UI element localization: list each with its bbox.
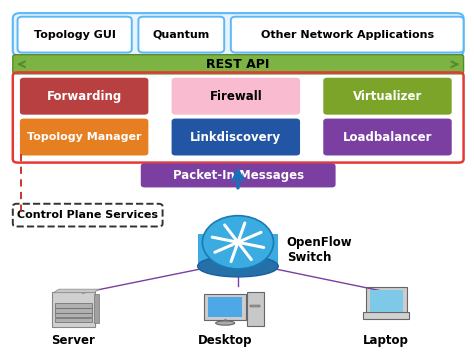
Text: Linkdiscovery: Linkdiscovery [190,131,282,143]
Text: Server: Server [52,334,95,347]
Text: Other Network Applications: Other Network Applications [261,29,434,40]
FancyBboxPatch shape [20,78,148,115]
FancyBboxPatch shape [55,308,92,313]
FancyBboxPatch shape [198,234,278,266]
FancyBboxPatch shape [138,17,224,53]
FancyBboxPatch shape [231,17,464,53]
FancyBboxPatch shape [55,313,92,317]
Text: Quantum: Quantum [153,29,210,40]
Polygon shape [53,289,100,293]
FancyBboxPatch shape [204,294,246,320]
FancyBboxPatch shape [141,163,336,187]
FancyBboxPatch shape [172,119,300,155]
Text: Virtualizer: Virtualizer [353,90,422,103]
FancyBboxPatch shape [172,78,300,115]
FancyBboxPatch shape [13,55,464,74]
FancyBboxPatch shape [249,305,260,307]
Text: OpenFlow
Switch: OpenFlow Switch [287,236,352,264]
FancyBboxPatch shape [366,287,407,315]
FancyBboxPatch shape [246,292,264,326]
FancyBboxPatch shape [52,292,94,327]
Text: Firewall: Firewall [210,90,262,103]
FancyBboxPatch shape [13,13,464,56]
Text: Topology Manager: Topology Manager [27,132,141,142]
FancyBboxPatch shape [55,304,92,308]
FancyBboxPatch shape [13,204,163,226]
Ellipse shape [198,256,278,277]
FancyBboxPatch shape [94,295,100,323]
FancyBboxPatch shape [364,312,409,319]
FancyBboxPatch shape [370,290,403,312]
FancyBboxPatch shape [323,119,452,155]
FancyBboxPatch shape [208,297,242,317]
FancyBboxPatch shape [20,119,148,155]
FancyBboxPatch shape [18,17,132,53]
FancyBboxPatch shape [323,78,452,115]
Circle shape [202,216,273,269]
Text: Forwarding: Forwarding [46,90,122,103]
Text: Desktop: Desktop [198,334,252,347]
Text: Laptop: Laptop [364,334,409,347]
Text: REST API: REST API [207,58,270,71]
Text: Packet-In Messages: Packet-In Messages [173,169,304,182]
Text: Topology GUI: Topology GUI [34,29,116,40]
Text: Loadbalancer: Loadbalancer [343,131,432,143]
FancyBboxPatch shape [55,318,92,322]
Text: Control Plane Services: Control Plane Services [17,210,158,220]
Ellipse shape [216,321,235,325]
